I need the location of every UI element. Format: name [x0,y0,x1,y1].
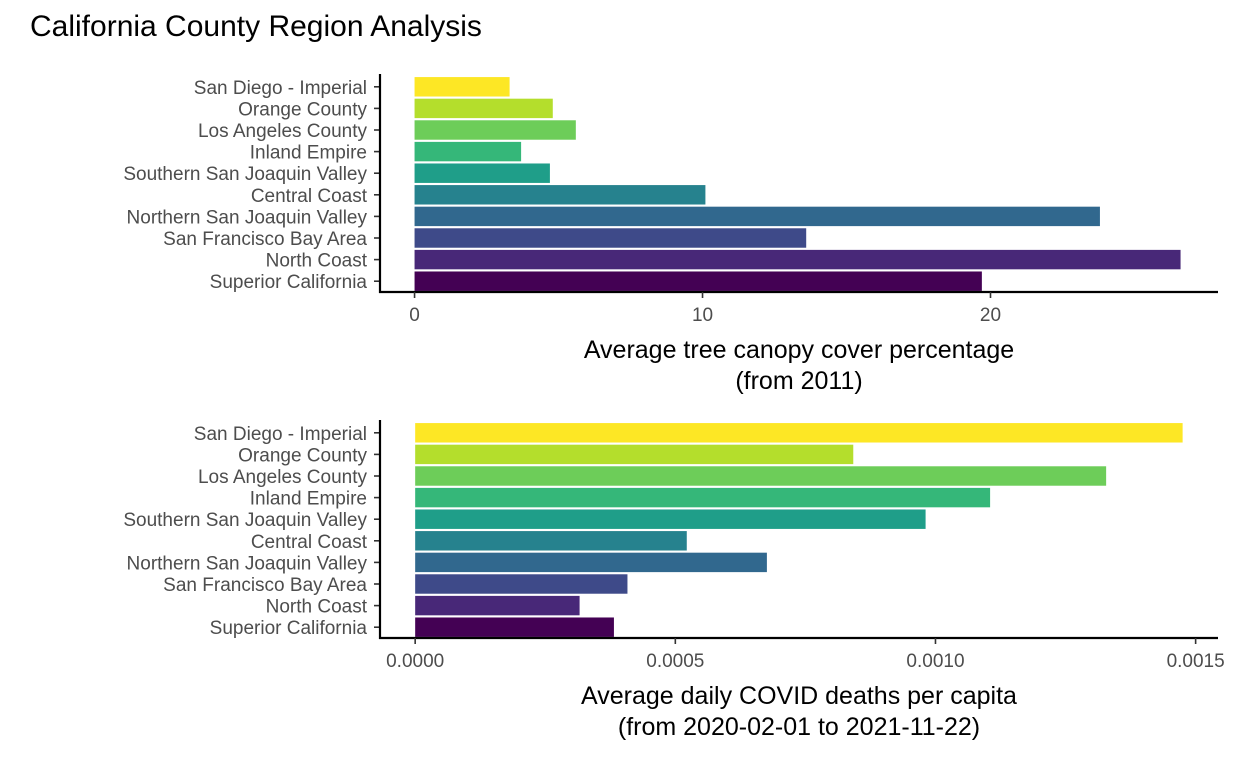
bar [414,249,1181,270]
category-label: Central Coast [251,532,368,553]
bar [414,185,706,205]
bar [415,595,580,616]
x-axis-title: Average daily COVID deaths per capita [581,682,1017,710]
category-label: San Francisco Bay Area [163,229,367,250]
category-label: San Francisco Bay Area [163,575,367,596]
bar [415,552,767,573]
category-label: Southern San Joaquin Valley [123,164,367,185]
category-label: Northern San Joaquin Valley [127,553,368,574]
bar [415,466,1107,486]
bar [414,120,576,140]
x-tick-label: 0.0005 [646,651,704,672]
category-label: Inland Empire [250,489,367,510]
bar [415,423,1183,443]
bar [414,228,807,248]
bar [414,163,550,183]
x-axis-title: (from 2011) [735,367,862,395]
x-axis-title: Average tree canopy cover percentage [584,336,1014,364]
bar [414,271,982,291]
category-label: Orange County [238,99,367,120]
x-axis-title: (from 2020-02-01 to 2021-11-22) [618,713,980,741]
category-label: San Diego - Imperial [194,424,367,445]
x-tick-label: 0.0015 [1167,651,1225,672]
category-label: North Coast [266,251,368,272]
bar [414,98,553,119]
category-label: Central Coast [251,186,368,207]
x-tick-label: 20 [980,305,1001,326]
bar [415,509,926,529]
category-label: Los Angeles County [198,121,368,142]
category-label: Superior California [210,272,368,293]
category-label: Superior California [210,618,368,639]
x-tick-label: 0.0010 [906,651,964,672]
chart-title: California County Region Analysis [30,10,482,43]
bar [415,487,991,508]
category-label: Inland Empire [250,143,367,164]
x-tick-label: 0 [409,305,420,326]
x-tick-label: 0.0000 [386,651,444,672]
category-label: Northern San Joaquin Valley [127,207,368,228]
bar [415,574,628,594]
x-tick-label: 10 [692,305,713,326]
bar [414,141,522,162]
bar [415,444,854,465]
category-label: Orange County [238,445,367,466]
bar [414,77,510,97]
category-label: Los Angeles County [198,467,368,488]
bar [415,617,614,637]
category-label: North Coast [266,597,368,618]
bar [414,206,1100,227]
category-label: Southern San Joaquin Valley [123,510,367,531]
category-label: San Diego - Imperial [194,78,367,99]
bar [415,531,687,551]
